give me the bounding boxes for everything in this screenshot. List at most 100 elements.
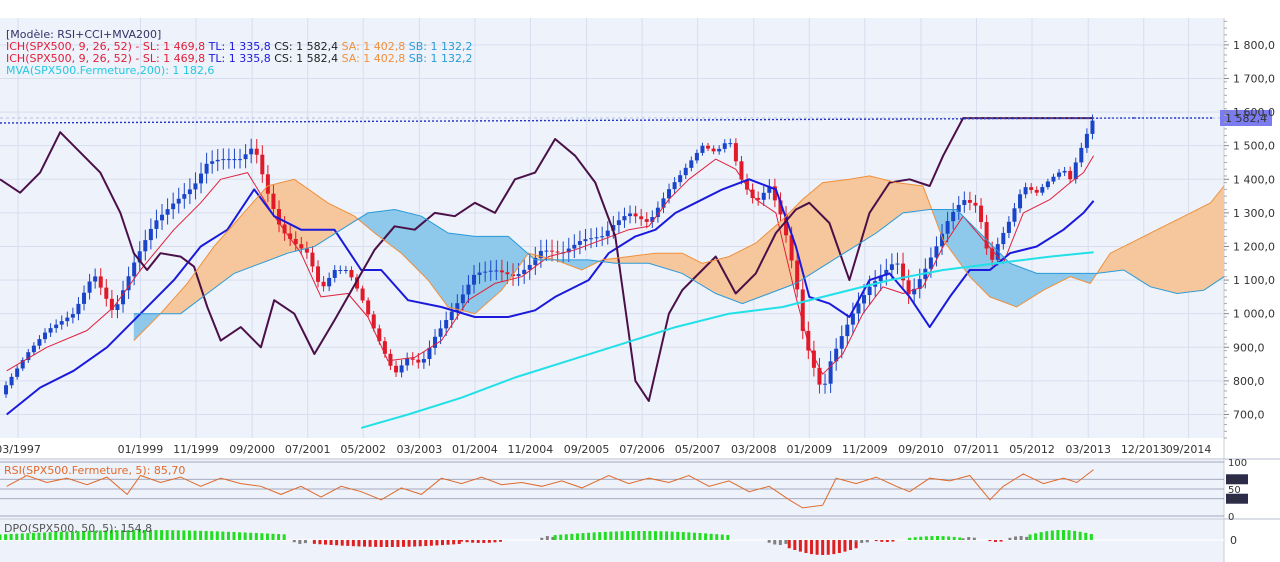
- candle-body: [605, 230, 610, 237]
- dpo-bar: [9, 533, 13, 540]
- candle-body: [288, 233, 293, 239]
- candle-body: [327, 277, 332, 287]
- candle-body: [951, 211, 956, 222]
- dpo-bar: [874, 540, 878, 542]
- dpo-bar: [826, 540, 830, 555]
- candle-body: [48, 328, 53, 333]
- candle-body: [533, 257, 538, 265]
- candle-body: [104, 287, 109, 299]
- dpo-bar: [260, 533, 264, 540]
- candle-body: [70, 314, 75, 318]
- candle-body: [176, 198, 181, 204]
- line-sl: [6, 155, 1095, 375]
- dpo-bar: [609, 531, 613, 540]
- legend-item: SB: 1 132,2: [405, 40, 472, 53]
- candle-body: [355, 277, 360, 289]
- candle-body: [756, 197, 761, 200]
- dpo-bar: [452, 540, 456, 545]
- candle-body: [421, 359, 426, 363]
- dpo-bar: [109, 530, 113, 540]
- rsi-tick-label: 50: [1228, 485, 1241, 496]
- candle-body: [499, 270, 504, 273]
- dpo-bar: [232, 532, 236, 540]
- dpo-bar: [340, 540, 344, 546]
- dpo-bar: [837, 540, 841, 554]
- candle-body: [772, 186, 777, 201]
- candle-body: [850, 313, 855, 325]
- candle-body: [1057, 172, 1062, 177]
- candle-body: [817, 367, 822, 385]
- dpo-bar: [65, 531, 69, 540]
- dpo-bar: [1039, 532, 1043, 540]
- dpo-bar: [104, 530, 108, 540]
- candle-body: [394, 365, 399, 373]
- dpo-bar: [592, 532, 596, 540]
- candle-body: [455, 303, 460, 312]
- candle-body: [232, 159, 237, 161]
- dpo-bar: [993, 540, 997, 542]
- dpo-bar: [368, 540, 372, 547]
- candle-body: [628, 213, 633, 217]
- dpo-bar: [767, 540, 771, 543]
- last-price-badge: [1220, 109, 1272, 126]
- candle-body: [338, 270, 343, 271]
- y-tick-label: 1 100,0: [1233, 274, 1275, 287]
- candle-body: [828, 361, 833, 384]
- candle-body: [121, 290, 126, 305]
- candle-body: [912, 288, 917, 295]
- dpo-bar: [603, 531, 607, 540]
- candle-body: [1001, 232, 1006, 245]
- candle-body: [934, 246, 939, 258]
- candle-body: [906, 280, 911, 295]
- dpo-bar: [499, 540, 503, 542]
- candle-body: [310, 252, 315, 267]
- dpo-bar: [20, 533, 24, 540]
- legend-item: ICH(SPX500, 9, 26, 52) - SL: 1 469,8: [6, 40, 205, 53]
- dpo-bar: [1089, 533, 1093, 540]
- candle-body: [544, 250, 549, 252]
- dpo-bar: [1067, 530, 1071, 540]
- candle-body: [165, 209, 170, 215]
- rsi-tick-label: 68: [1228, 475, 1241, 486]
- dpo-bar: [687, 532, 691, 540]
- dpo-bar: [37, 532, 41, 540]
- x-tick-label: 07/2011: [954, 443, 1000, 456]
- dpo-bar: [787, 540, 791, 549]
- dpo-bar: [958, 537, 962, 540]
- dpo-bar: [148, 530, 152, 540]
- dpo-bar: [564, 534, 568, 540]
- dpo-bar: [460, 540, 464, 542]
- dpo-bar: [720, 534, 724, 540]
- candle-body: [483, 271, 488, 273]
- candle-body: [800, 289, 805, 331]
- dpo-bar: [329, 540, 333, 545]
- dpo-bar: [76, 531, 80, 540]
- candle-body: [839, 336, 844, 349]
- candle-body: [9, 376, 14, 386]
- candle-body: [265, 174, 270, 194]
- candle-body: [271, 193, 276, 210]
- x-tick-label: 05/2007: [675, 443, 721, 456]
- y-tick-label: 1 800,0: [1233, 39, 1275, 52]
- candle-body: [494, 270, 499, 272]
- y-tick-label: 1 300,0: [1233, 207, 1275, 220]
- dpo-bar: [465, 540, 469, 543]
- x-tick-label: 03/2003: [397, 443, 443, 456]
- time-axis: 03/1997 01/1999 11/1999 09/2000 07/2001 05/20…: [0, 443, 1211, 456]
- candle-body: [377, 328, 382, 342]
- dpo-bar: [15, 533, 19, 540]
- candle-body: [711, 148, 716, 152]
- y-tick-label: 1 600,0: [1233, 106, 1275, 119]
- dpo-bar: [238, 532, 242, 540]
- dpo-bar: [967, 537, 971, 540]
- dpo-bar: [324, 540, 328, 545]
- dpo-bar: [335, 540, 339, 546]
- candle-body: [733, 143, 738, 162]
- x-tick-label: 05/2002: [340, 443, 386, 456]
- x-tick-label: 03/2013: [1065, 443, 1111, 456]
- dpo-bar: [773, 540, 777, 545]
- line-tl: [6, 178, 1095, 416]
- dpo-bar: [972, 537, 976, 540]
- dpo-bar: [637, 531, 641, 540]
